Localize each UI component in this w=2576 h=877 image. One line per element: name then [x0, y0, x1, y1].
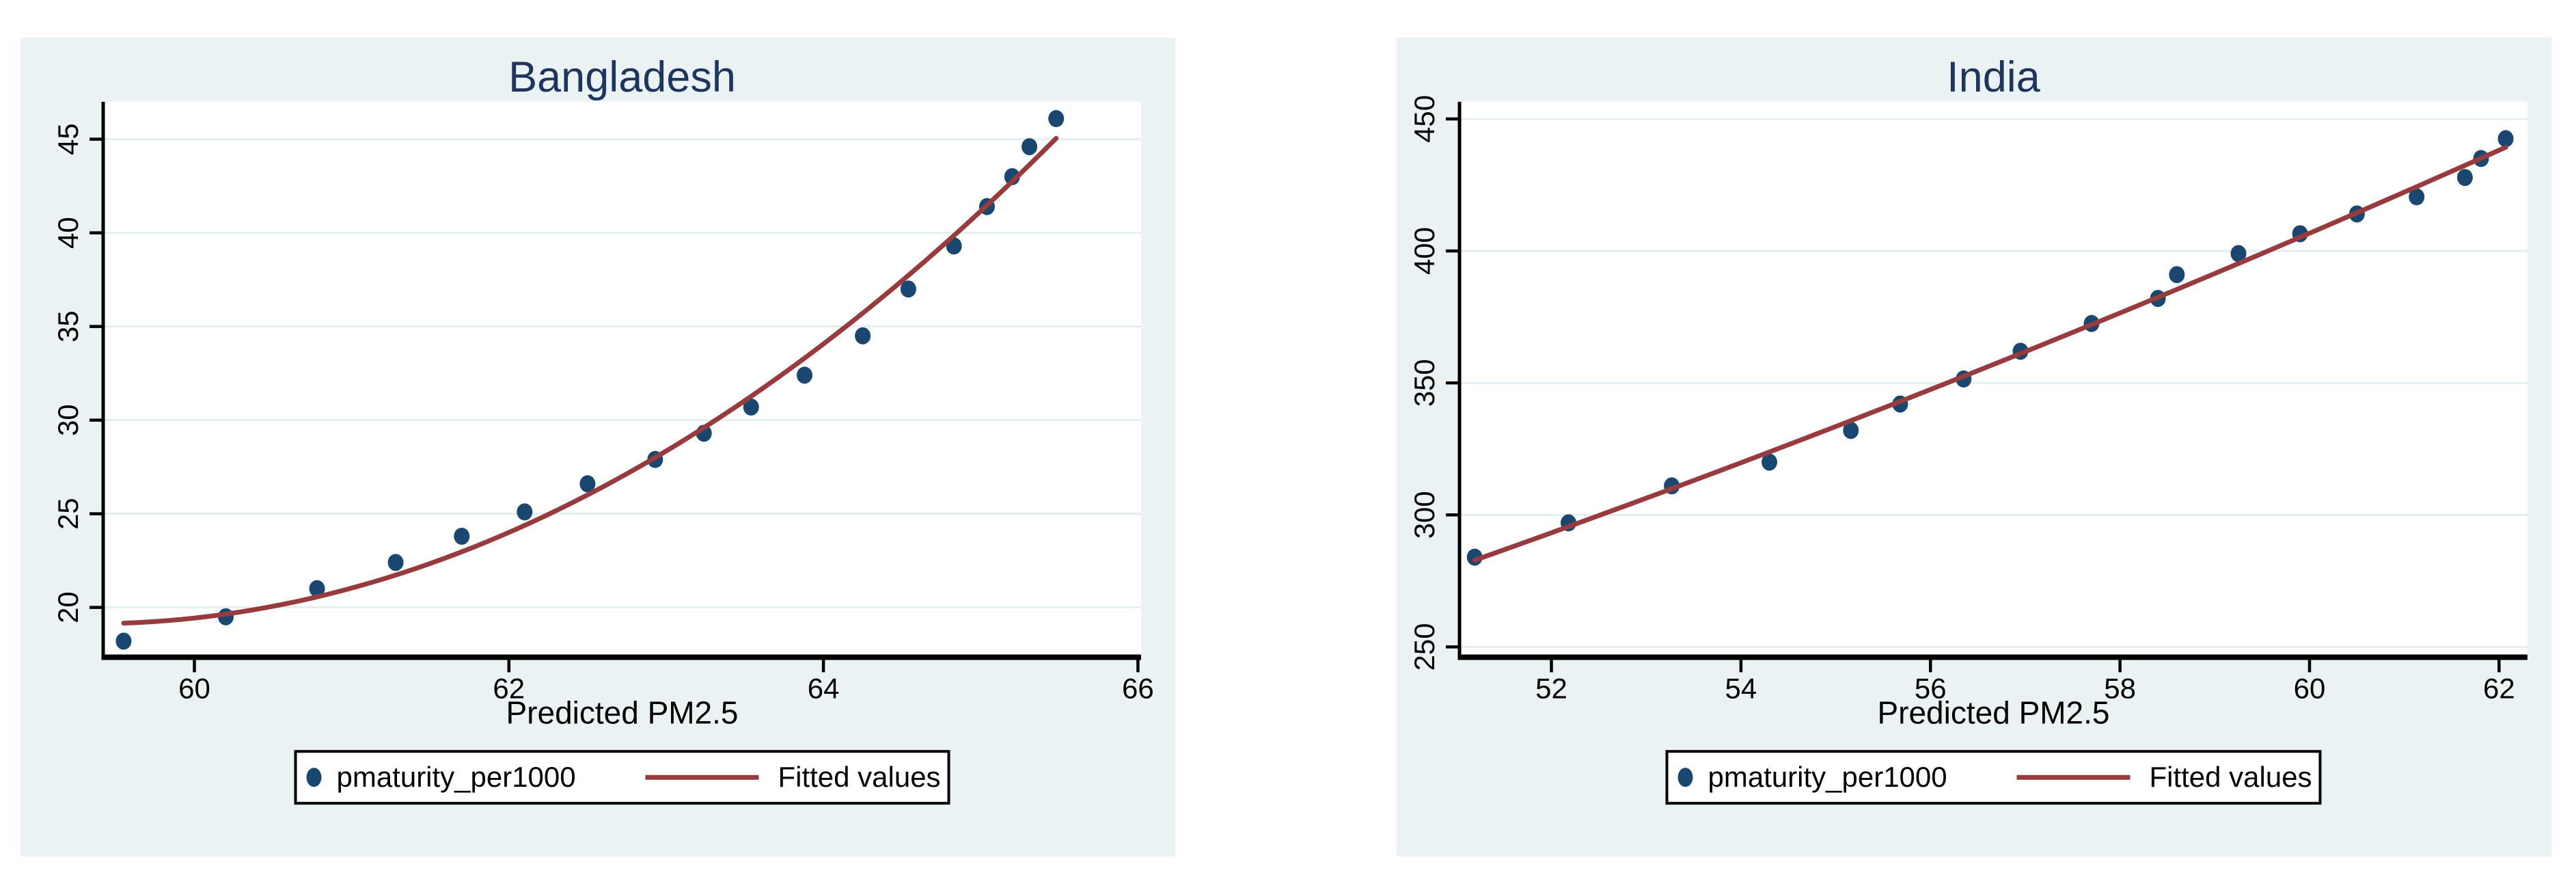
data-point: [2409, 188, 2425, 206]
fitted-line: [121, 135, 1059, 626]
y-tick-label: 40: [52, 217, 84, 249]
y-tick-label: 250: [1408, 623, 1440, 671]
x-tick-label: 60: [2294, 672, 2326, 704]
chart-svg: 250 300 350 400 450 52 54 56 58 60 62 India Predicte…: [1397, 38, 2551, 856]
legend-box: [294, 750, 950, 805]
x-tick-label: 58: [2104, 672, 2136, 704]
y-tick-label: 300: [1408, 491, 1440, 539]
legend: pmaturity_per1000 Fitted values: [294, 750, 950, 805]
x-tick-label: 66: [1122, 672, 1154, 704]
chart-panel-bangladesh: 20 25 30 35 40 45 60 62 64 66 Bangladesh Predicted …: [20, 38, 1175, 856]
data-point: [796, 366, 812, 384]
data-point: [579, 475, 596, 493]
x-axis-label: Predicted PM2.5: [506, 694, 738, 730]
legend-label-fit: Fitted values: [778, 761, 941, 793]
y-tick-label: 20: [52, 591, 84, 623]
data-point: [2497, 130, 2514, 148]
y-tick-label: 30: [52, 404, 84, 436]
x-tick-label: 54: [1725, 672, 1757, 704]
x-tick-label: 64: [808, 672, 840, 704]
legend: pmaturity_per1000 Fitted values: [1665, 750, 2322, 805]
y-tick-label: 450: [1408, 95, 1440, 143]
data-point: [900, 280, 916, 298]
x-axis-label: Predicted PM2.5: [1877, 694, 2109, 730]
chart-title: Bangladesh: [508, 53, 736, 101]
data-point: [1843, 422, 1859, 440]
x-tick-label: 62: [2483, 672, 2515, 704]
y-tick-label: 35: [52, 310, 84, 342]
fitted-line: [1472, 144, 2508, 563]
y-tick-label: 350: [1408, 359, 1440, 407]
x-tick-label: 52: [1535, 672, 1567, 704]
data-point: [454, 528, 470, 545]
legend-box: [1665, 750, 2322, 805]
data-point: [2456, 169, 2473, 187]
x-tick-label: 56: [1915, 672, 1947, 704]
data-point: [309, 580, 325, 597]
data-point: [2169, 266, 2185, 284]
data-point: [517, 503, 533, 521]
legend-scatter-marker-icon: [306, 768, 322, 787]
data-point: [1022, 138, 1038, 156]
y-tick-label: 25: [52, 498, 84, 530]
y-tick-label: 400: [1408, 227, 1440, 275]
data-point: [743, 398, 759, 416]
x-tick-label: 60: [178, 672, 210, 704]
chart-svg: 20 25 30 35 40 45 60 62 64 66 Bangladesh Predicted …: [20, 38, 1175, 856]
data-point: [387, 554, 404, 571]
legend-scatter-marker-icon: [1677, 768, 1693, 787]
y-tick-label: 45: [52, 123, 84, 155]
chart-title: India: [1947, 53, 2040, 101]
plot-area: [1460, 101, 2527, 658]
legend-label-scatter: pmaturity_per1000: [336, 761, 575, 793]
legend-label-fit: Fitted values: [2150, 761, 2312, 793]
data-point: [1762, 453, 1778, 471]
data-point: [1466, 548, 1483, 566]
x-tick-label: 62: [493, 672, 525, 704]
data-point: [115, 632, 132, 650]
data-point: [1048, 110, 1065, 127]
data-point: [2230, 245, 2247, 262]
legend-label-scatter: pmaturity_per1000: [1708, 761, 1947, 793]
data-point: [855, 327, 871, 345]
chart-panel-india: 250 300 350 400 450 52 54 56 58 60 62 India Predicte…: [1397, 38, 2551, 856]
plot-area: [103, 101, 1141, 658]
